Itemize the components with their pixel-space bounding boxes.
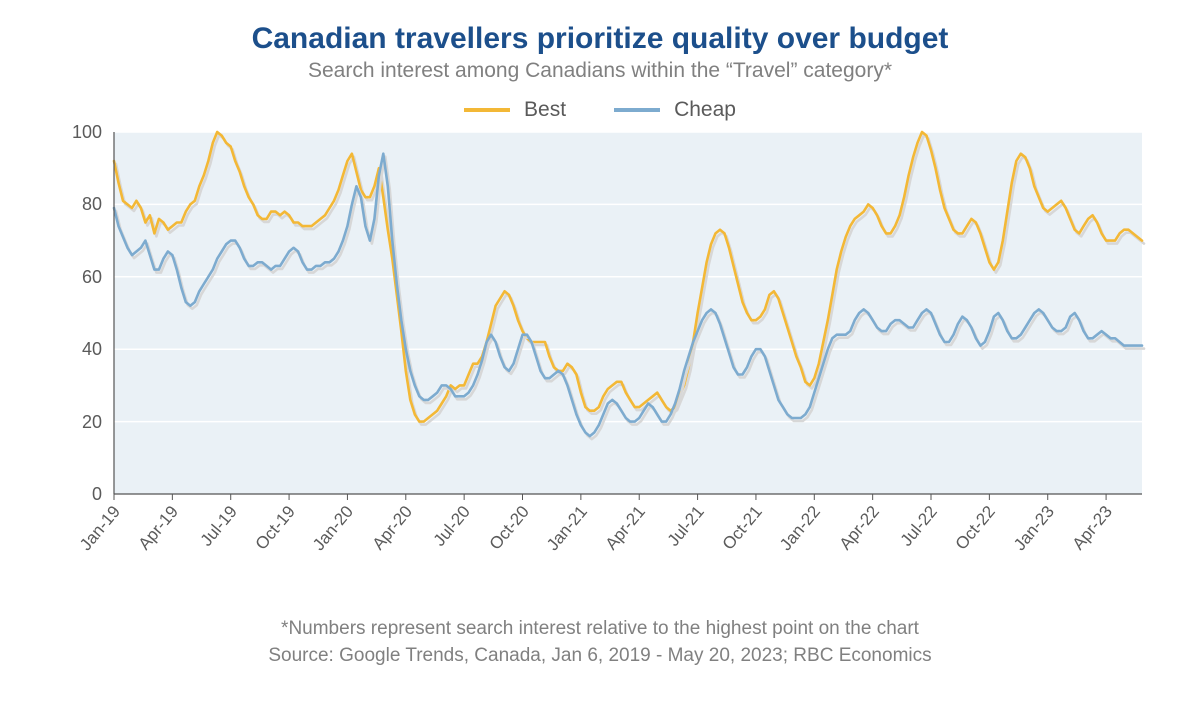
chart-footnote: *Numbers represent search interest relat… — [0, 618, 1200, 640]
y-axis-label: 40 — [0, 339, 102, 360]
y-axis-label: 100 — [0, 122, 102, 143]
y-axis-label: 60 — [0, 267, 102, 288]
chart-source: Source: Google Trends, Canada, Jan 6, 20… — [0, 645, 1200, 667]
y-axis-label: 80 — [0, 194, 102, 215]
y-axis-label: 20 — [0, 412, 102, 433]
y-axis-label: 0 — [0, 484, 102, 505]
chart-container: Canadian travellers prioritize quality o… — [0, 0, 1200, 707]
chart-svg — [0, 0, 1200, 707]
